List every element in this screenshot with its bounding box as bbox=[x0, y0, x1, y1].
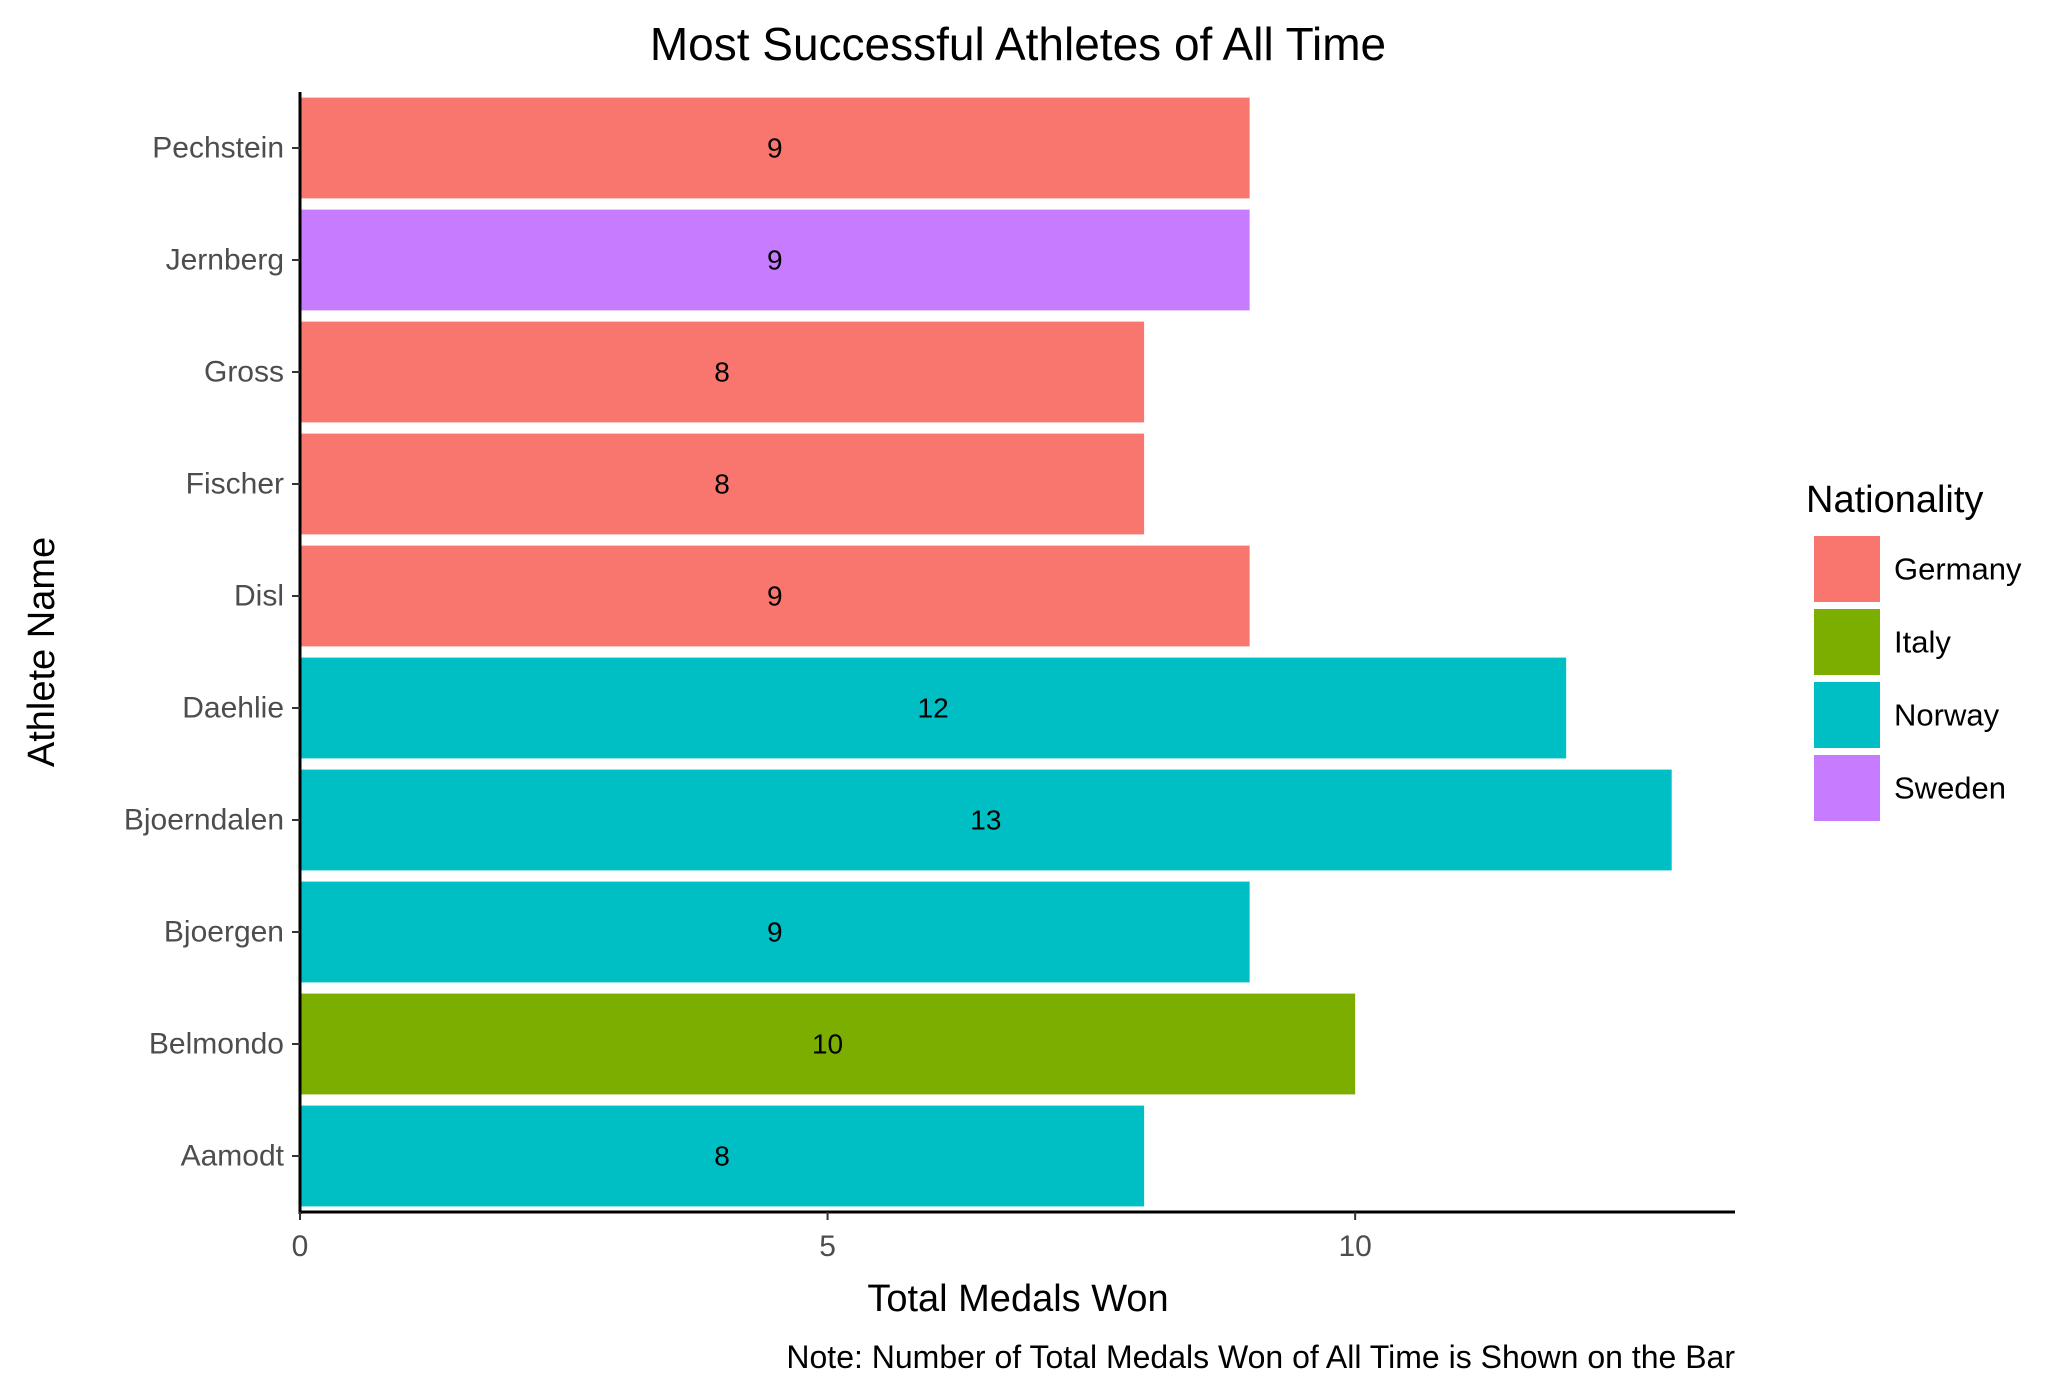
y-axis-ticks: Aamodt Belmondo Bjoergen Bjoerndalen Daehlie… bbox=[124, 132, 300, 1173]
bar-value-label: 8 bbox=[714, 469, 730, 500]
y-tick-label: Belmondo bbox=[149, 1028, 284, 1061]
bar-value-label: 9 bbox=[767, 245, 783, 276]
bars-group bbox=[300, 97, 1672, 1207]
chart-title: Most Successful Athletes of All Time bbox=[650, 18, 1386, 70]
bar-jernberg bbox=[300, 209, 1250, 311]
legend: Nationality Germany Italy Norway Sweden bbox=[1806, 479, 2022, 821]
legend-key-germany bbox=[1814, 536, 1880, 602]
legend-key-norway bbox=[1814, 682, 1880, 748]
legend-label: Germany bbox=[1894, 552, 2022, 587]
bar-value-label: 9 bbox=[767, 581, 783, 612]
bar-value-label: 13 bbox=[970, 805, 1001, 836]
bar-pechstein bbox=[300, 97, 1250, 199]
y-tick-label: Bjoergen bbox=[164, 916, 284, 949]
y-tick-label: Aamodt bbox=[181, 1140, 285, 1173]
y-tick-label: Pechstein bbox=[152, 132, 284, 165]
legend-key-sweden bbox=[1814, 755, 1880, 821]
bar-aamodt bbox=[300, 1105, 1145, 1207]
bar-daehlie bbox=[300, 657, 1567, 759]
bar-value-label: 10 bbox=[812, 1029, 843, 1060]
bar-fischer bbox=[300, 433, 1145, 535]
legend-title: Nationality bbox=[1806, 479, 1983, 521]
bar-value-label: 9 bbox=[767, 133, 783, 164]
bar-value-label: 12 bbox=[918, 693, 949, 724]
legend-label: Norway bbox=[1894, 698, 2000, 733]
chart-caption: Note: Number of Total Medals Won of All … bbox=[786, 1339, 1735, 1375]
y-tick-label: Daehlie bbox=[182, 692, 284, 725]
x-tick-label: 0 bbox=[292, 1230, 309, 1263]
x-axis-title: Total Medals Won bbox=[867, 1278, 1168, 1320]
y-tick-label: Fischer bbox=[186, 468, 284, 501]
bar-belmondo bbox=[300, 993, 1356, 1095]
y-tick-label: Jernberg bbox=[166, 244, 284, 277]
legend-label: Sweden bbox=[1894, 771, 2006, 806]
bar-labels-group: 8 10 9 13 12 9 8 8 9 9 bbox=[714, 133, 1001, 1172]
y-tick-label: Bjoerndalen bbox=[124, 804, 284, 837]
bar-gross bbox=[300, 321, 1145, 423]
bar-disl bbox=[300, 545, 1250, 647]
x-tick-label: 5 bbox=[819, 1230, 836, 1263]
y-axis-title: Athlete Name bbox=[21, 537, 63, 767]
bar-value-label: 8 bbox=[714, 1141, 730, 1172]
x-axis-ticks: 0 5 10 bbox=[292, 1212, 1372, 1263]
y-tick-label: Disl bbox=[234, 580, 284, 613]
legend-label: Italy bbox=[1894, 625, 1951, 660]
legend-key-italy bbox=[1814, 609, 1880, 675]
legend-entries: Germany Italy Norway Sweden bbox=[1814, 536, 2022, 821]
y-tick-label: Gross bbox=[204, 356, 284, 389]
bar-value-label: 8 bbox=[714, 357, 730, 388]
bar-bjoergen bbox=[300, 881, 1250, 983]
bar-bjoerndalen bbox=[300, 769, 1672, 871]
x-tick-label: 10 bbox=[1338, 1230, 1371, 1263]
bar-value-label: 9 bbox=[767, 917, 783, 948]
